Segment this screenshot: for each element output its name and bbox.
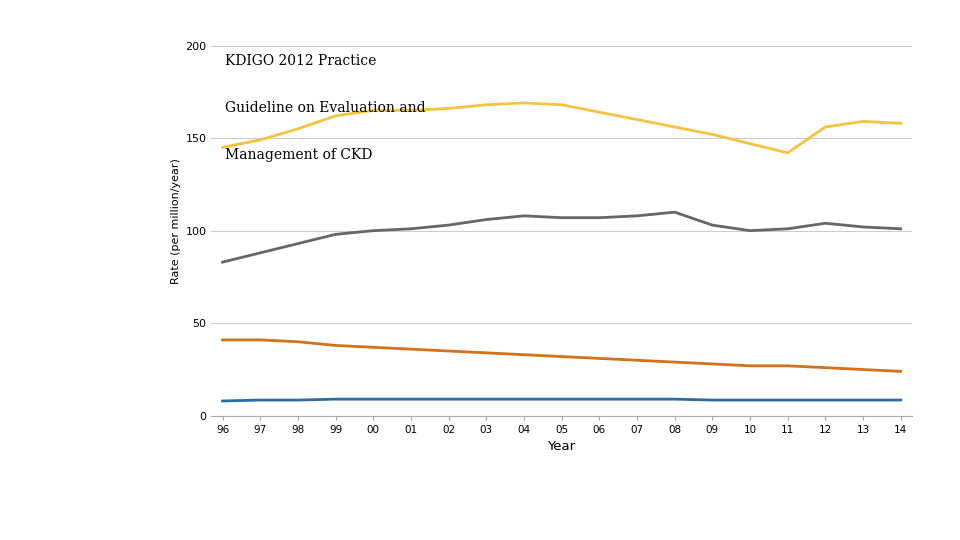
Y-axis label: Rate (per million/year): Rate (per million/year) xyxy=(171,158,181,285)
Text: Guideline on Evaluation and: Guideline on Evaluation and xyxy=(226,101,426,115)
X-axis label: Year: Year xyxy=(547,441,576,454)
Text: Slide 53 of 74: Slide 53 of 74 xyxy=(440,502,520,515)
Text: KDIGO 2012 Practice: KDIGO 2012 Practice xyxy=(226,54,376,68)
Text: Management of CKD: Management of CKD xyxy=(226,147,372,161)
